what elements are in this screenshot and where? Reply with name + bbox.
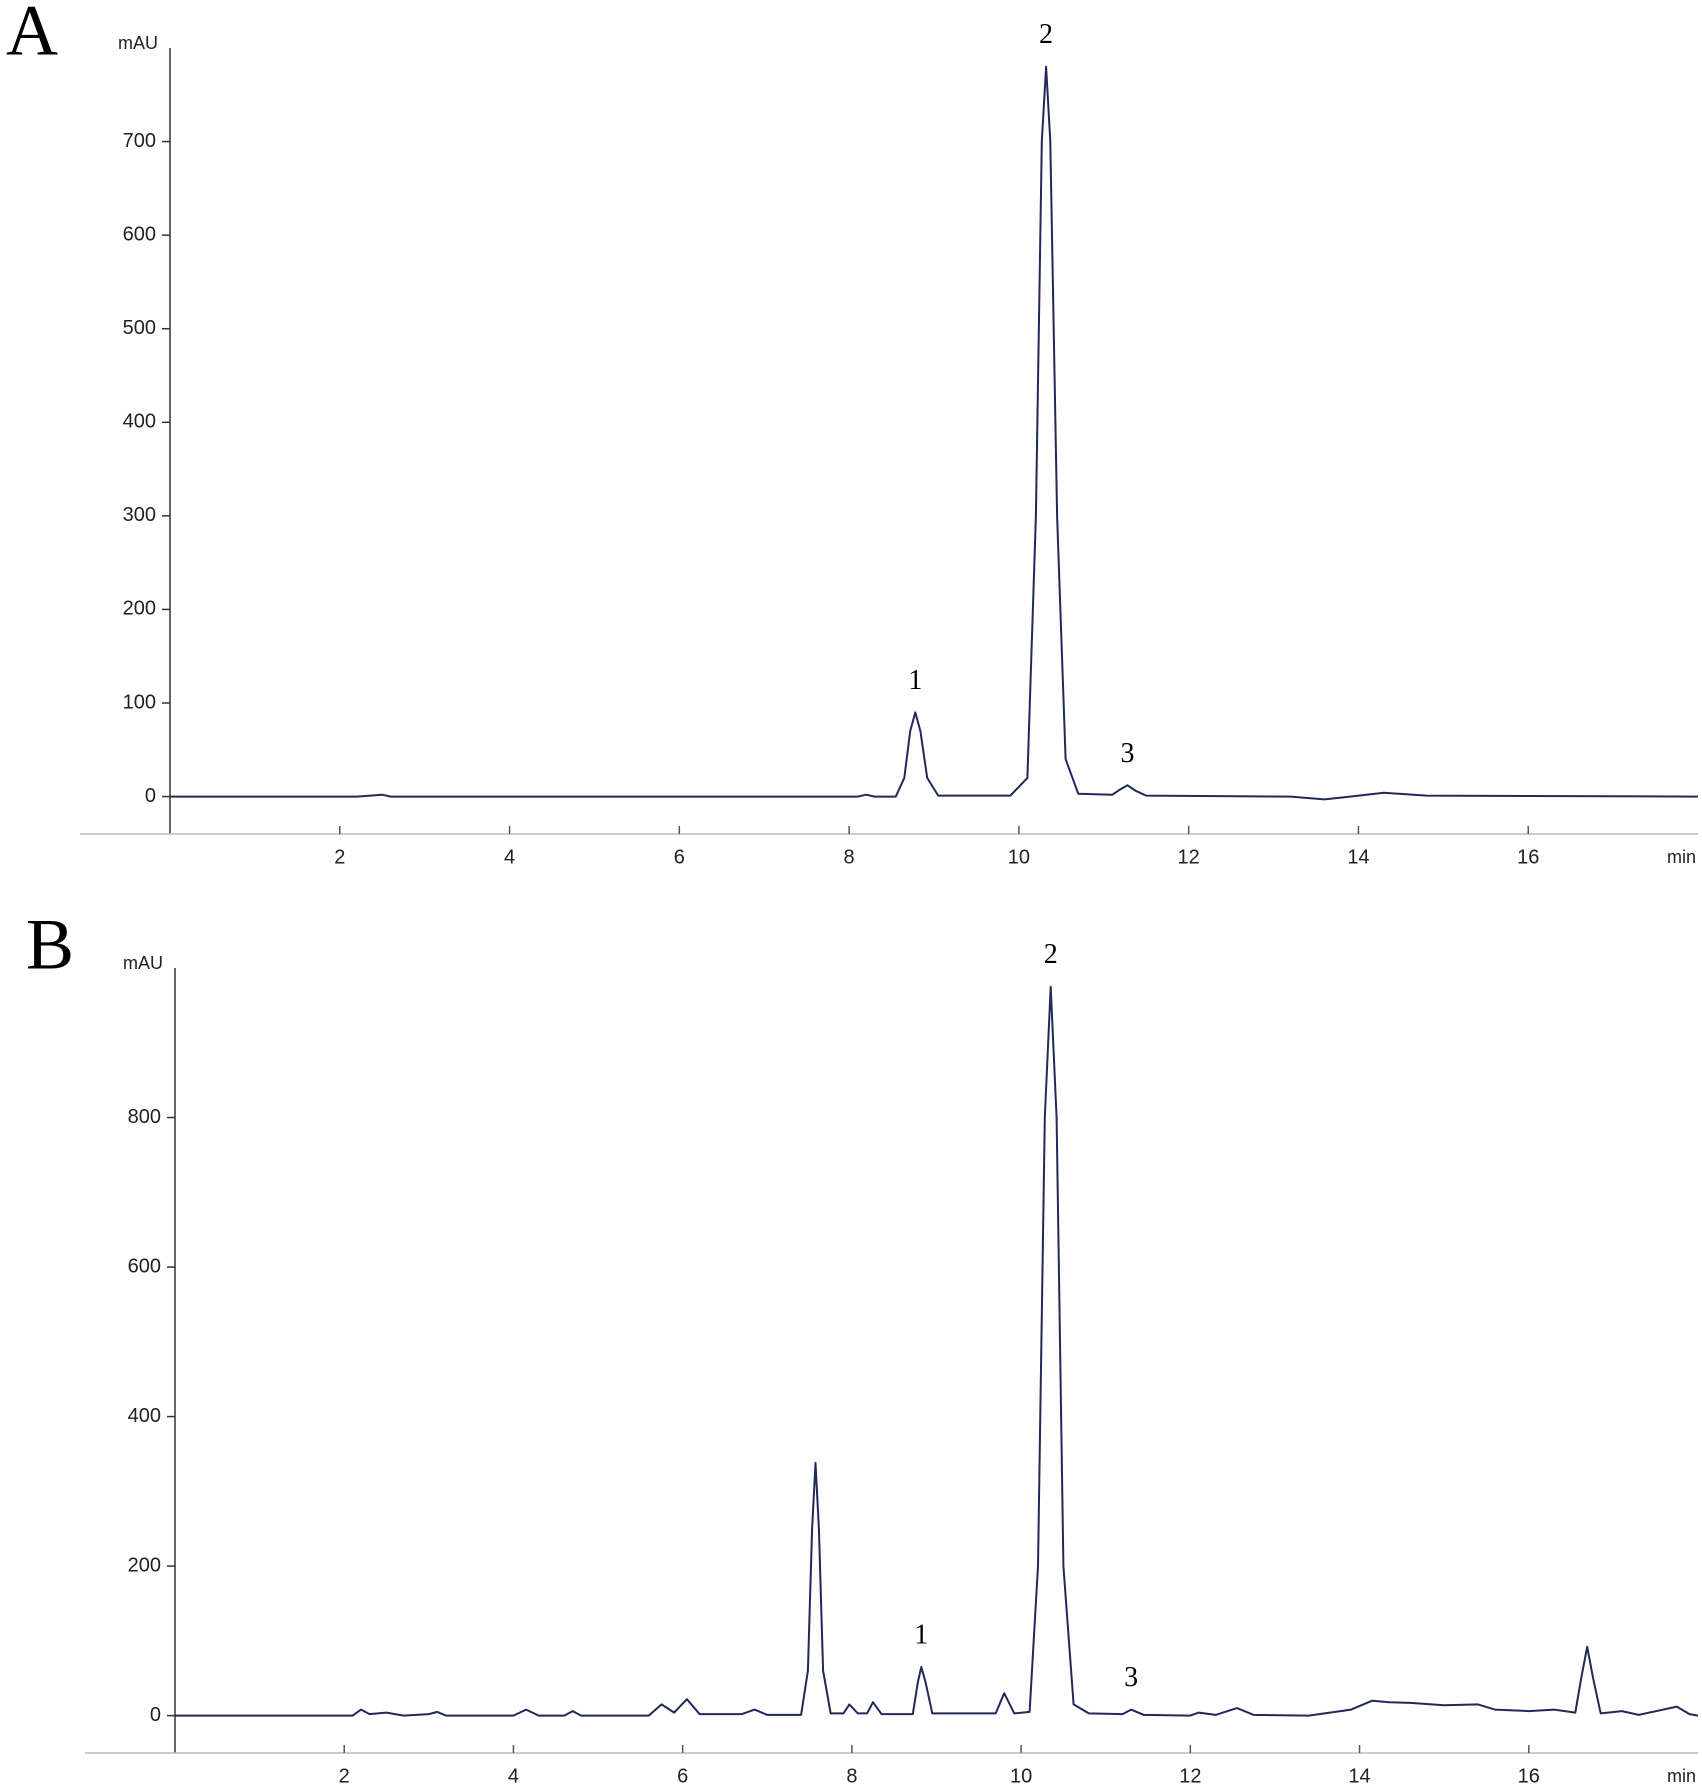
x-tick-label: 4 [508, 1765, 519, 1787]
panel-label: A [6, 0, 58, 71]
x-tick-label: 6 [674, 846, 685, 868]
y-tick-label: 500 [123, 317, 156, 339]
peak-label: 3 [1124, 1662, 1138, 1693]
y-tick-label: 700 [123, 130, 156, 152]
y-tick-label: 300 [123, 504, 156, 526]
y-tick-label: 200 [128, 1554, 161, 1576]
y-tick-label: 0 [145, 785, 156, 807]
x-tick-label: 12 [1178, 846, 1200, 868]
x-tick-label: 6 [677, 1765, 688, 1787]
peak-label: 1 [908, 665, 922, 696]
y-tick-label: 400 [123, 411, 156, 433]
y-tick-label: 100 [123, 691, 156, 713]
chromatogram-line [175, 985, 1699, 1717]
peak-label: 1 [914, 1619, 928, 1650]
x-tick-label: 8 [844, 846, 855, 868]
y-tick-label: 400 [128, 1405, 161, 1427]
y-tick-label: 600 [123, 223, 156, 245]
x-tick-label: 14 [1347, 846, 1369, 868]
x-tick-label: 16 [1518, 1765, 1540, 1787]
x-axis-label: min [1667, 847, 1696, 867]
peak-label: 2 [1044, 939, 1058, 970]
x-tick-label: 16 [1517, 846, 1539, 868]
x-tick-label: 2 [339, 1765, 350, 1787]
x-tick-label: 4 [504, 846, 515, 868]
y-axis-label: mAU [118, 33, 158, 53]
x-tick-label: 10 [1010, 1765, 1032, 1787]
panel-label: B [26, 905, 74, 985]
x-tick-label: 2 [334, 846, 345, 868]
peak-label: 2 [1039, 19, 1053, 50]
x-tick-label: 10 [1008, 846, 1030, 868]
y-tick-label: 200 [123, 598, 156, 620]
y-tick-label: 0 [150, 1704, 161, 1726]
x-tick-label: 12 [1179, 1765, 1201, 1787]
y-tick-label: 600 [128, 1255, 161, 1277]
peak-label: 3 [1121, 738, 1135, 769]
y-tick-label: 800 [128, 1106, 161, 1128]
x-tick-label: 8 [846, 1765, 857, 1787]
y-axis-label: mAU [123, 953, 163, 973]
x-tick-label: 14 [1348, 1765, 1370, 1787]
chromatogram-line [170, 65, 1699, 801]
x-axis-label: min [1667, 1766, 1696, 1786]
